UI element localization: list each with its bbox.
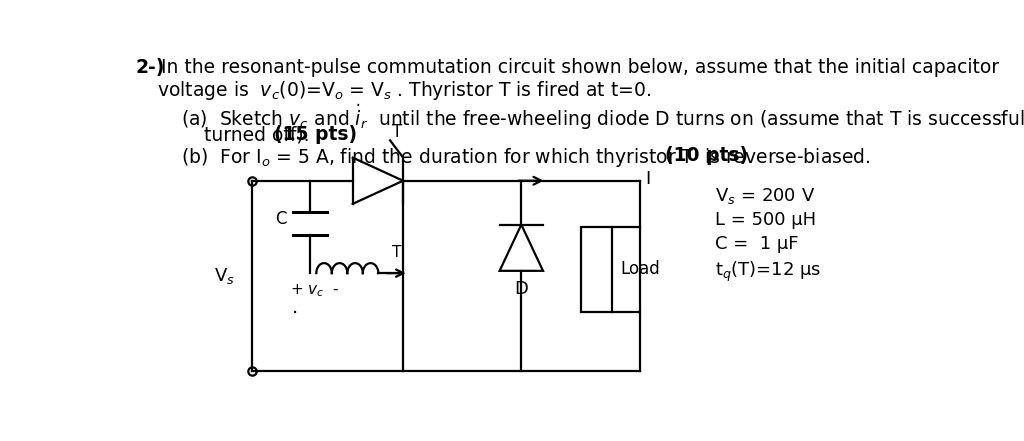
- Text: (a)  Sketch $v_c$ and $\dot{i}_r$  until the free-wheeling diode D turns on (ass: (a) Sketch $v_c$ and $\dot{i}_r$ until t…: [180, 103, 1024, 132]
- Text: V$_s$: V$_s$: [214, 266, 234, 286]
- Text: V$_s$ = 200 V: V$_s$ = 200 V: [716, 186, 816, 206]
- Text: t$_q$(T)=12 μs: t$_q$(T)=12 μs: [716, 260, 822, 284]
- Text: I: I: [646, 170, 651, 188]
- Text: (b)  For I$_o$ = 5 A, find the duration for which thyristor T  is reverse-biased: (b) For I$_o$ = 5 A, find the duration f…: [180, 146, 870, 169]
- Text: C: C: [275, 210, 287, 228]
- Bar: [582, 227, 612, 312]
- Text: .: .: [292, 298, 298, 317]
- Text: L = 500 μH: L = 500 μH: [716, 211, 816, 229]
- Text: + $v_c$  -: + $v_c$ -: [290, 282, 339, 299]
- Text: C =  1 μF: C = 1 μF: [716, 235, 799, 254]
- Text: T: T: [392, 245, 401, 260]
- Text: In the resonant-pulse commutation circuit shown below, assume that the initial c: In the resonant-pulse commutation circui…: [161, 57, 998, 77]
- Text: voltage is  $v_c$(0)=V$_o$ = V$_s$ . Thyristor T is fired at t=0.: voltage is $v_c$(0)=V$_o$ = V$_s$ . Thyr…: [158, 79, 651, 102]
- Text: D: D: [514, 280, 528, 298]
- Text: T: T: [392, 123, 402, 141]
- Text: 2-): 2-): [136, 57, 165, 77]
- Text: Load: Load: [621, 260, 659, 278]
- Text: (15 pts): (15 pts): [274, 125, 357, 144]
- Text: turned off).: turned off).: [204, 125, 309, 144]
- Text: (10 pts): (10 pts): [665, 146, 749, 165]
